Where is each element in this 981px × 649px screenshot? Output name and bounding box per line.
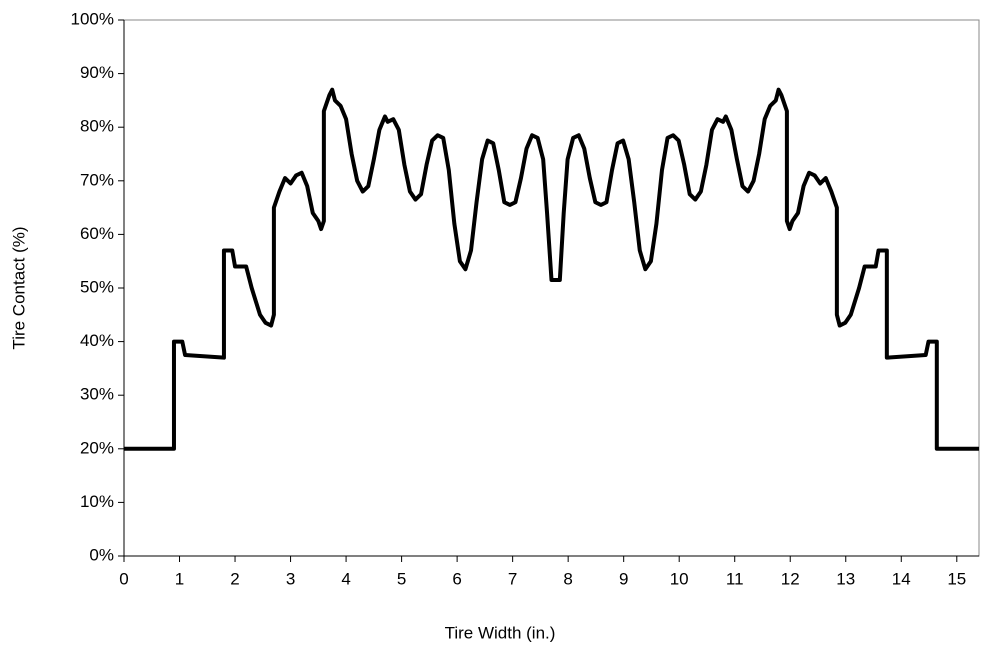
x-tick-label: 0: [119, 569, 128, 588]
x-tick-label: 4: [341, 569, 350, 588]
x-tick-label: 5: [397, 569, 406, 588]
x-tick-label: 15: [947, 569, 966, 588]
y-tick-label: 70%: [80, 170, 114, 189]
y-tick-label: 20%: [80, 438, 114, 457]
x-tick-label: 1: [175, 569, 184, 588]
x-tick-label: 7: [508, 569, 517, 588]
y-tick-label: 100%: [71, 9, 114, 28]
y-tick-label: 50%: [80, 277, 114, 296]
y-tick-label: 40%: [80, 331, 114, 350]
y-axis-title: Tire Contact (%): [9, 226, 28, 349]
y-tick-label: 0%: [89, 545, 114, 564]
y-tick-label: 60%: [80, 224, 114, 243]
data-line: [124, 87, 979, 451]
x-axis-title: Tire Width (in.): [445, 623, 556, 642]
x-tick-label: 9: [619, 569, 628, 588]
y-tick-label: 90%: [80, 63, 114, 82]
x-tick-label: 2: [230, 569, 239, 588]
x-tick-label: 13: [836, 569, 855, 588]
x-tick-label: 11: [726, 569, 744, 588]
x-tick-label: 6: [452, 569, 461, 588]
x-tick-label: 10: [670, 569, 689, 588]
x-tick-label: 12: [781, 569, 800, 588]
y-tick-label: 30%: [80, 385, 114, 404]
y-tick-label: 10%: [80, 492, 114, 511]
x-tick-label: 8: [563, 569, 572, 588]
x-tick-label: 3: [286, 569, 295, 588]
y-tick-label: 80%: [80, 117, 114, 136]
x-tick-label: 14: [892, 569, 911, 588]
